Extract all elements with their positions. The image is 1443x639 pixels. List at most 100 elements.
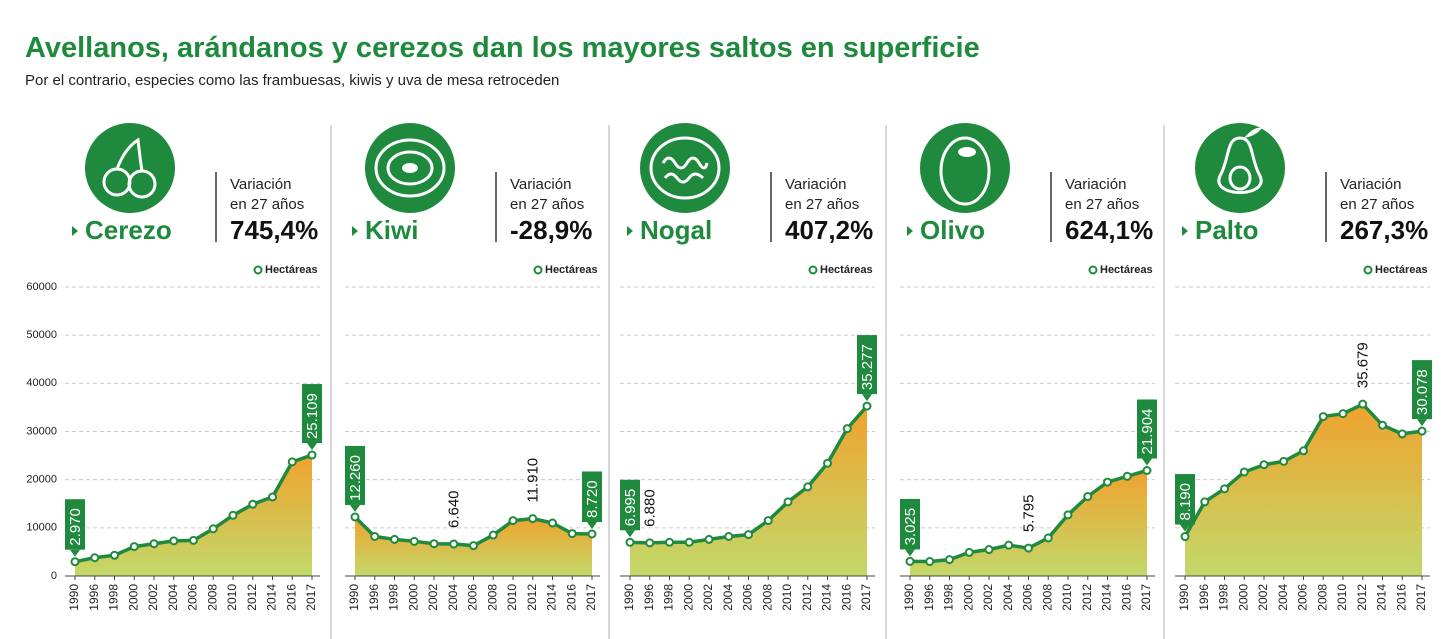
area <box>630 406 867 576</box>
point <box>390 534 399 544</box>
x-tick-label: 2010 <box>780 584 794 611</box>
point <box>587 529 597 539</box>
point <box>1239 467 1249 477</box>
x-tick-label: 2000 <box>961 584 975 611</box>
point <box>1200 497 1210 507</box>
value-label-pointer <box>1180 524 1190 532</box>
icon-bg <box>920 123 1010 213</box>
point <box>508 516 518 526</box>
x-tick-label: 2002 <box>1256 584 1270 611</box>
x-tick-label: 2008 <box>1040 584 1054 611</box>
point <box>1043 533 1053 543</box>
legend-label: Hectáreas <box>820 264 873 276</box>
value-label: 35.679 <box>1355 342 1372 388</box>
x-tick-label: 2017 <box>1414 584 1428 611</box>
point <box>1417 426 1427 436</box>
x-tick-label: 2010 <box>225 584 239 611</box>
legend-label: Hectáreas <box>1100 264 1153 276</box>
variation-value: 745,4% <box>230 215 318 245</box>
value-label: 5.795 <box>1020 495 1037 533</box>
x-tick-label: 2006 <box>741 584 755 611</box>
value-label: 11.910 <box>525 458 542 503</box>
value-label-group: 6.995 <box>620 479 640 538</box>
x-tick-label: 2008 <box>760 584 774 611</box>
value-label: 3.025 <box>902 508 919 546</box>
variation-label: Variación <box>1340 176 1401 193</box>
point <box>823 458 832 468</box>
x-tick-label: 2000 <box>126 584 140 611</box>
point <box>567 529 577 539</box>
y-tick-label: 0 <box>51 570 57 582</box>
point <box>429 539 439 549</box>
point <box>228 510 238 520</box>
point <box>1259 460 1269 470</box>
point <box>409 536 419 546</box>
x-tick-label: 1996 <box>922 584 936 611</box>
value-label-box <box>900 498 920 550</box>
value-label-group: 3.025 <box>900 498 920 557</box>
value-label: 6.640 <box>446 490 463 528</box>
crop-name: Palto <box>1195 215 1259 245</box>
x-tick-label: 1990 <box>67 584 81 611</box>
crop-name: Olivo <box>920 215 985 245</box>
point <box>905 556 915 566</box>
x-tick-label: 2012 <box>1355 584 1369 611</box>
x-tick-label: 2002 <box>426 584 440 611</box>
point <box>665 537 674 547</box>
point <box>984 545 994 555</box>
y-tick-label: 50000 <box>26 329 57 341</box>
legend-label: Hectáreas <box>265 264 318 276</box>
value-label-pointer <box>350 504 360 512</box>
point <box>1397 429 1407 439</box>
value-label-pointer <box>862 394 872 402</box>
variation-label: en 27 años <box>1065 196 1139 213</box>
x-tick-label: 2002 <box>701 584 715 611</box>
value-label: 30.078 <box>1414 369 1431 415</box>
variation-value: 624,1% <box>1065 215 1153 245</box>
name-arrow <box>627 226 633 236</box>
value-label: 8.720 <box>584 480 601 518</box>
x-tick-label: 2006 <box>1296 584 1310 611</box>
icon <box>649 136 721 200</box>
variation-label: Variación <box>1065 176 1126 193</box>
y-tick-label: 10000 <box>26 522 57 534</box>
point <box>350 512 360 522</box>
value-label: 6.880 <box>642 489 659 527</box>
point <box>645 538 655 548</box>
x-tick-label: 2004 <box>1001 584 1015 611</box>
variation-label: en 27 años <box>510 196 584 213</box>
value-label-pointer <box>905 549 915 557</box>
point <box>1024 543 1033 553</box>
variation-label: en 27 años <box>785 196 859 213</box>
value-label-box <box>620 479 640 531</box>
x-tick-label: 1990 <box>902 584 916 611</box>
x-tick-label: 1998 <box>662 584 676 611</box>
value-label-group: 8.720 <box>582 471 602 529</box>
point <box>964 547 974 557</box>
x-tick-label: 2014 <box>820 584 834 611</box>
point <box>528 514 538 524</box>
name-arrow <box>72 226 78 236</box>
x-tick-label: 2016 <box>284 584 298 611</box>
variation-value: 407,2% <box>785 215 873 245</box>
x-tick-label: 1996 <box>642 584 656 611</box>
value-label-group: 30.078 <box>1412 360 1432 427</box>
value-label: 8.190 <box>1177 483 1194 521</box>
value-label-group: 35.679 <box>1355 342 1372 388</box>
point <box>469 541 478 551</box>
value-label-box <box>65 499 85 550</box>
point <box>684 537 694 547</box>
x-tick-label: 1990 <box>347 584 361 611</box>
value-label-box <box>302 384 322 444</box>
x-tick-label: 2000 <box>1236 584 1250 611</box>
value-label-pointer <box>1142 458 1152 466</box>
value-label-group: 21.904 <box>1137 399 1157 466</box>
legend-marker <box>533 265 543 275</box>
point <box>1318 412 1328 422</box>
point <box>189 535 198 545</box>
point <box>763 516 773 526</box>
point <box>70 557 80 567</box>
x-tick-label: 2014 <box>545 584 559 611</box>
value-label: 35.277 <box>859 344 876 390</box>
